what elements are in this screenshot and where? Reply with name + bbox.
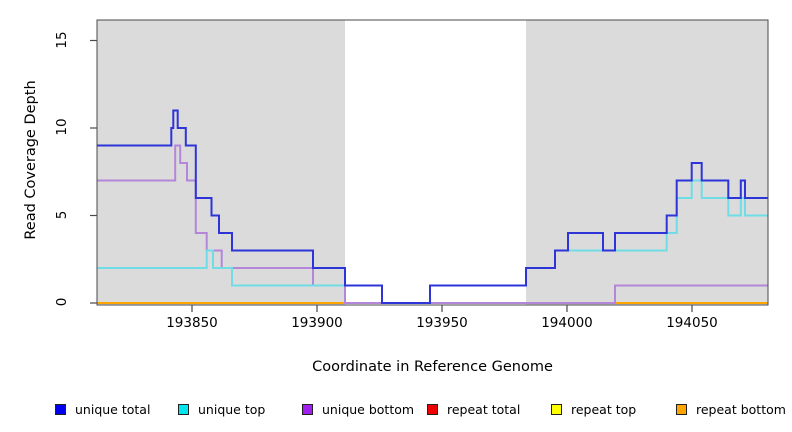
x-tick-label: 193950 [416, 315, 468, 331]
legend-item-repeat-top: repeat top [551, 400, 636, 418]
legend-swatch-icon [302, 403, 313, 415]
y-tick-label: 5 [54, 210, 70, 219]
legend-item-unique-bottom: unique bottom [302, 400, 414, 418]
legend: unique total unique top unique bottom repea… [0, 400, 792, 422]
legend-item-repeat-bottom: repeat bottom [676, 400, 786, 418]
y-tick-label: 15 [54, 30, 70, 49]
y-tick-label: 0 [54, 297, 70, 307]
series-unique-bottom [97, 144, 768, 304]
x-tick-label: 193900 [291, 315, 343, 331]
x-tick-label: 194000 [541, 315, 593, 331]
legend-item-unique-top: unique top [178, 400, 265, 418]
legend-item-unique-total: unique total [55, 400, 150, 418]
legend-swatch-icon [178, 403, 189, 415]
plot-box [96, 19, 769, 306]
legend-label: unique total [75, 401, 151, 417]
legend-swatch-icon [676, 403, 687, 415]
y-tick-label: 10 [54, 118, 70, 136]
shaded-band [526, 20, 768, 305]
x-tick-label: 194050 [666, 315, 718, 331]
legend-label: repeat total [447, 401, 521, 417]
legend-label: unique top [198, 401, 266, 417]
legend-label: unique bottom [322, 401, 415, 417]
x-tick-label: 193850 [166, 315, 218, 331]
legend-swatch-icon [427, 403, 438, 415]
legend-swatch-icon [55, 403, 66, 415]
legend-label: repeat top [571, 401, 637, 417]
x-axis-title: Coordinate in Reference Genome [312, 359, 553, 375]
legend-swatch-icon [551, 403, 562, 415]
legend-item-repeat-total: repeat total [427, 400, 520, 418]
y-axis-title: Read Coverage Depth [23, 80, 39, 240]
legend-label: repeat bottom [696, 401, 786, 417]
series-unique-total [97, 109, 768, 304]
